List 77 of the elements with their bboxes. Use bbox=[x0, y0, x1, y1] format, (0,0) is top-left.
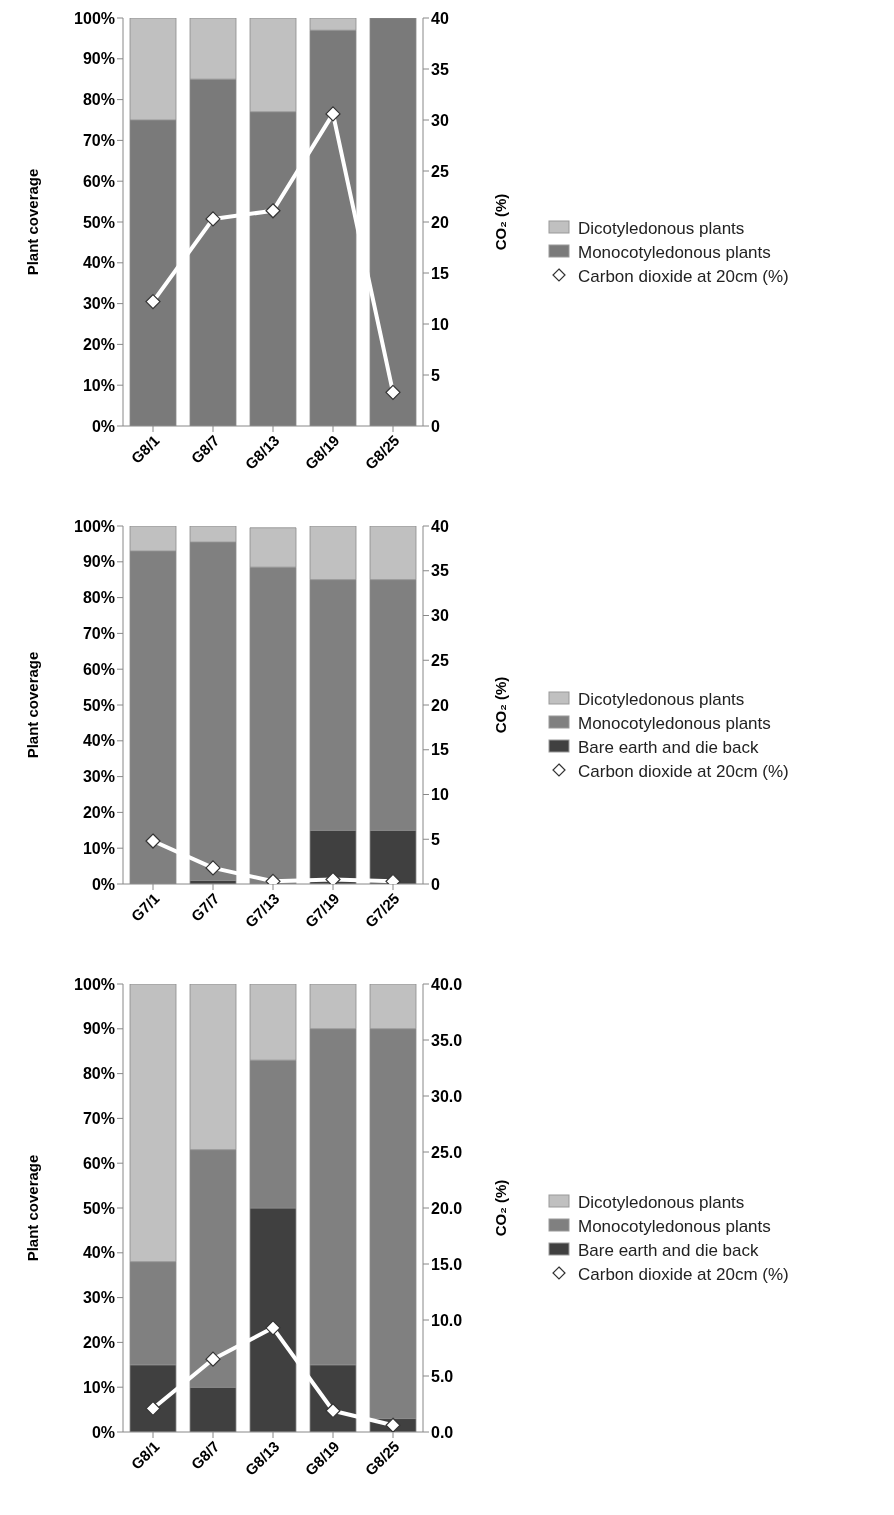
y2-axis-title: CO₂ (%) bbox=[492, 676, 509, 734]
y-tick-label: 60% bbox=[82, 660, 115, 678]
y-tick-label: 90% bbox=[82, 50, 115, 68]
y-tick-label: 0% bbox=[91, 417, 115, 435]
y-tick-label: 0% bbox=[91, 875, 115, 893]
y-tick-label: 0% bbox=[91, 1423, 115, 1441]
y2-axis-title: CO₂ (%) bbox=[492, 1179, 509, 1237]
y2-tick-label: 5 bbox=[431, 830, 440, 848]
legend-label: Monocotyledonous plants bbox=[578, 714, 771, 734]
legend-label: Carbon dioxide at 20cm (%) bbox=[578, 1265, 789, 1285]
y2-tick-label: 25 bbox=[431, 162, 449, 180]
y2-tick-label: 15 bbox=[431, 741, 449, 759]
y2-tick-label: 10 bbox=[431, 786, 449, 804]
y-tick-label: 90% bbox=[82, 1020, 115, 1038]
y2-tick-label: 30 bbox=[431, 607, 449, 625]
legend-label: Monocotyledonous plants bbox=[578, 243, 771, 263]
y-tick-label: 80% bbox=[82, 589, 115, 607]
y2-tick-label: 40 bbox=[431, 9, 449, 27]
y-tick-label: 80% bbox=[82, 1065, 115, 1083]
y2-tick-label: 40.0 bbox=[431, 975, 463, 993]
y-tick-label: 70% bbox=[82, 1110, 115, 1128]
y-tick-label: 50% bbox=[82, 213, 115, 231]
y-tick-label: 100% bbox=[74, 975, 115, 993]
y2-axis-title: CO₂ (%) bbox=[492, 193, 509, 251]
y-tick-label: 30% bbox=[82, 768, 115, 786]
y-axis-title: Plant coverage bbox=[24, 651, 41, 759]
y2-tick-label: 30 bbox=[431, 111, 449, 129]
legend-label: Monocotyledonous plants bbox=[578, 1217, 771, 1237]
y-tick-label: 80% bbox=[82, 91, 115, 109]
y2-tick-label: 5 bbox=[431, 366, 440, 384]
y2-tick-label: 20.0 bbox=[431, 1199, 463, 1217]
y-tick-label: 40% bbox=[82, 254, 115, 272]
y-tick-label: 40% bbox=[82, 732, 115, 750]
y-tick-label: 60% bbox=[82, 172, 115, 190]
y-tick-label: 70% bbox=[82, 132, 115, 150]
y-tick-label: 20% bbox=[82, 336, 115, 354]
legend-label: Carbon dioxide at 20cm (%) bbox=[578, 762, 789, 782]
y-tick-label: 100% bbox=[74, 517, 115, 535]
y-tick-label: 30% bbox=[82, 295, 115, 313]
legend-label: Carbon dioxide at 20cm (%) bbox=[578, 267, 789, 287]
y-axis-title: Plant coverage bbox=[24, 168, 41, 276]
y-tick-label: 10% bbox=[82, 1378, 115, 1396]
y-tick-label: 50% bbox=[82, 696, 115, 714]
y-tick-label: 20% bbox=[82, 1334, 115, 1352]
y2-tick-label: 35 bbox=[431, 60, 449, 78]
y-tick-label: 40% bbox=[82, 1244, 115, 1262]
y-tick-label: 30% bbox=[82, 1289, 115, 1307]
y2-tick-label: 0 bbox=[431, 417, 440, 435]
y2-tick-label: 0 bbox=[431, 875, 440, 893]
legend-label: Bare earth and die back bbox=[578, 738, 759, 758]
y2-tick-label: 10 bbox=[431, 315, 449, 333]
y-tick-label: 10% bbox=[82, 839, 115, 857]
y-axis-title: Plant coverage bbox=[24, 1154, 41, 1262]
legend-label: Dicotyledonous plants bbox=[578, 1193, 745, 1213]
y2-tick-label: 15 bbox=[431, 264, 449, 282]
y2-tick-label: 25.0 bbox=[431, 1143, 463, 1161]
y2-tick-label: 15.0 bbox=[431, 1255, 463, 1273]
y-tick-label: 70% bbox=[82, 625, 115, 643]
legend-label: Dicotyledonous plants bbox=[578, 219, 745, 239]
y2-tick-label: 20 bbox=[431, 213, 449, 231]
y-tick-label: 20% bbox=[82, 804, 115, 822]
y2-tick-label: 30.0 bbox=[431, 1087, 463, 1105]
y2-tick-label: 25 bbox=[431, 651, 449, 669]
legend-label: Bare earth and die back bbox=[578, 1241, 759, 1261]
y-tick-label: 90% bbox=[82, 553, 115, 571]
y2-tick-label: 40 bbox=[431, 517, 449, 535]
y2-tick-label: 35 bbox=[431, 562, 449, 580]
y2-tick-label: 35.0 bbox=[431, 1031, 463, 1049]
y-tick-label: 60% bbox=[82, 1154, 115, 1172]
legend-label: Dicotyledonous plants bbox=[578, 690, 745, 710]
y2-tick-label: 20 bbox=[431, 696, 449, 714]
y-tick-label: 50% bbox=[82, 1199, 115, 1217]
y2-tick-label: 5.0 bbox=[431, 1367, 454, 1385]
y2-tick-label: 0.0 bbox=[431, 1423, 454, 1441]
y-tick-label: 100% bbox=[74, 9, 115, 27]
y-tick-label: 10% bbox=[82, 376, 115, 394]
y2-tick-label: 10.0 bbox=[431, 1311, 463, 1329]
